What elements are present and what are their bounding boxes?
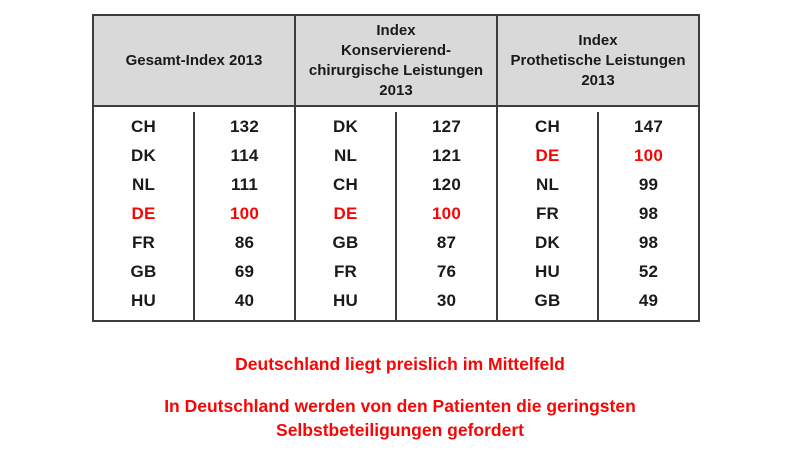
country-cell: GB <box>332 232 359 252</box>
country-cell: CH <box>535 116 560 136</box>
country-cell: DK <box>535 232 560 252</box>
country-column: DK NL CH DE GB FR HU <box>296 112 397 320</box>
value-column: 132 114 111 100 86 69 40 <box>195 112 294 320</box>
value-cell: 111 <box>230 174 259 194</box>
value-cell: 98 <box>638 232 659 252</box>
country-cell: CH <box>131 116 156 136</box>
note-selbstbeteiligung: In Deutschland werden von den Patienten … <box>164 396 636 440</box>
country-cell: DK <box>131 145 156 165</box>
group-body: CH DE NL FR DK HU GB 147 100 99 98 98 52 49 <box>498 107 698 320</box>
value-column: 147 100 99 98 98 52 49 <box>599 112 698 320</box>
country-cell: NL <box>333 145 358 165</box>
value-cell: 87 <box>436 232 457 252</box>
column-group-header: Gesamt-Index 2013 <box>94 16 294 107</box>
index-column-group: Index Prothetische Leistungen 2013 CH DE NL… <box>498 14 700 322</box>
country-cell: FR <box>535 203 560 223</box>
value-cell: 120 <box>432 174 461 194</box>
country-cell: GB <box>130 261 157 281</box>
country-cell: NL <box>131 174 156 194</box>
value-column: 127 121 120 100 87 76 30 <box>397 112 496 320</box>
value-cell: 114 <box>230 145 259 165</box>
value-cell: 52 <box>638 261 659 281</box>
country-cell: DE <box>535 145 560 165</box>
value-cell: 99 <box>638 174 659 194</box>
value-cell: 49 <box>638 290 659 310</box>
value-cell: 76 <box>436 261 457 281</box>
note-mittelfeld: Deutschland liegt preislich im Mittelfel… <box>235 354 565 374</box>
index-column-group: Index Konservierend- chirurgische Leistu… <box>296 14 498 322</box>
country-cell: DE <box>131 203 156 223</box>
column-group-header: Index Konservierend- chirurgische Leistu… <box>296 16 496 107</box>
value-cell: 100 <box>634 145 663 165</box>
value-cell: 69 <box>234 261 255 281</box>
country-column: CH DK NL DE FR GB HU <box>94 112 195 320</box>
value-cell: 100 <box>432 203 461 223</box>
value-cell: 40 <box>234 290 255 310</box>
country-cell: HU <box>131 290 156 310</box>
country-cell: HU <box>535 261 560 281</box>
country-cell: FR <box>333 261 358 281</box>
value-cell: 147 <box>634 116 663 136</box>
value-cell: 127 <box>432 116 461 136</box>
value-cell: 30 <box>436 290 457 310</box>
country-cell: CH <box>333 174 358 194</box>
group-body: DK NL CH DE GB FR HU 127 121 120 100 87 76 30 <box>296 107 496 320</box>
value-cell: 100 <box>230 203 259 223</box>
country-cell: DE <box>333 203 358 223</box>
country-cell: HU <box>333 290 358 310</box>
country-cell: GB <box>534 290 561 310</box>
country-cell: NL <box>535 174 560 194</box>
value-cell: 132 <box>230 116 259 136</box>
group-body: CH DK NL DE FR GB HU 132 114 111 100 86 69 40 <box>94 107 294 320</box>
value-cell: 86 <box>234 232 255 252</box>
value-cell: 98 <box>638 203 659 223</box>
price-index-table: Gesamt-Index 2013 CH DK NL DE FR GB HU 132 114 111… <box>92 14 700 322</box>
value-cell: 121 <box>432 145 461 165</box>
country-column: CH DE NL FR DK HU GB <box>498 112 599 320</box>
column-group-header: Index Prothetische Leistungen 2013 <box>498 16 698 107</box>
country-cell: DK <box>333 116 358 136</box>
index-column-group: Gesamt-Index 2013 CH DK NL DE FR GB HU 132 114 111… <box>92 14 296 322</box>
country-cell: FR <box>131 232 156 252</box>
